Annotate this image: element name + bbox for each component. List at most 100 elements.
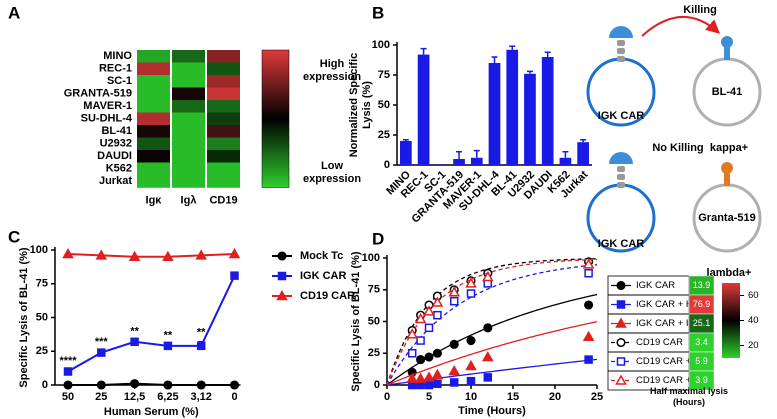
marker [584, 355, 593, 364]
y-axis-label: Specific Lysis of BL-41 (%) [18, 247, 30, 388]
panel-letter: C [8, 227, 20, 246]
marker [63, 367, 73, 376]
legend-label: IGK CAR + HS [636, 299, 699, 310]
series-line [67, 253, 235, 258]
bar [559, 157, 572, 165]
marker [406, 328, 418, 339]
marker [407, 349, 417, 358]
heatmap-cell [207, 112, 240, 126]
legend-label: CD19 CAR [636, 337, 683, 348]
marker [582, 330, 595, 341]
bar [506, 49, 519, 165]
marker [414, 312, 427, 324]
heatmap-cell [207, 50, 240, 63]
heatmap-cell [207, 87, 240, 101]
heatmap-cell [137, 125, 170, 138]
marker [433, 310, 442, 320]
y-tick-label: 50 [368, 315, 380, 327]
series-line [67, 275, 236, 373]
heatmap-cell [207, 137, 240, 151]
colorbar [261, 49, 290, 188]
marker [616, 300, 626, 309]
bar [524, 73, 536, 165]
heatmap-cell [207, 175, 240, 188]
y-tick-label: 50 [378, 99, 390, 111]
schematic-label: IGK CAR [598, 110, 645, 122]
schematic: Killing BL-41 IGK CAR kappa+ No Killing … [586, 4, 762, 279]
table-value: 5.9 [695, 356, 708, 366]
y-tick-label: 25 [368, 347, 380, 359]
y-tick-label: 100 [362, 252, 380, 264]
x-tick-label: 12,5 [124, 391, 145, 403]
marker [483, 323, 493, 333]
x-tick-label: 15 [507, 391, 519, 403]
schematic-label: lambda+ [707, 267, 752, 279]
error-bar [562, 151, 569, 158]
bar [541, 57, 554, 165]
table-cell [688, 370, 715, 391]
colorbar-label: High expression [302, 58, 362, 83]
error-bar [473, 149, 480, 158]
marker [424, 352, 434, 362]
x-axis-label: Time (Hours) [458, 405, 526, 417]
y-tick-label: 0 [42, 379, 48, 391]
annotation: ** [164, 329, 173, 341]
heatmap-cell [172, 50, 205, 63]
error-bar [526, 70, 533, 74]
x-tick-label: 25 [95, 391, 107, 403]
error-bar [491, 56, 498, 63]
marker [414, 372, 427, 383]
error-bar [580, 139, 587, 143]
y-tick-label: 50 [36, 311, 48, 323]
marker [196, 341, 206, 351]
marker [465, 277, 477, 288]
row-label: Jurkat [99, 175, 132, 187]
fit-curve [386, 258, 598, 386]
marker [196, 380, 206, 390]
marker [432, 348, 442, 358]
marker [465, 359, 477, 371]
colorbar-tick-label: 60 [748, 290, 759, 301]
marker [276, 289, 288, 301]
marker [615, 374, 627, 385]
marker [229, 380, 240, 390]
x-tick-label: 0 [384, 391, 390, 403]
schematic-label: IGK CAR [598, 238, 645, 250]
heatmap-cell [137, 75, 170, 88]
legend-label: IGK CAR [636, 280, 675, 291]
schematic-label: BL-41 [712, 86, 743, 98]
x-axis-label: Human Serum (%) [104, 406, 199, 418]
annotation: ** [130, 325, 139, 337]
heatmap-cell [137, 100, 170, 113]
marker [448, 286, 460, 297]
legend-label: Mock Tc [300, 250, 343, 262]
heatmap-cell [137, 62, 170, 76]
panel-letter: B [372, 3, 384, 22]
x-tick-label: 3,12 [190, 391, 211, 403]
marker [449, 378, 459, 387]
marker [62, 248, 74, 259]
colorbar-tick-label: 20 [748, 340, 759, 351]
marker [423, 305, 435, 316]
marker [96, 380, 106, 390]
heatmap-cell [137, 162, 170, 176]
marker [448, 365, 460, 376]
heatmap-cell [207, 75, 240, 88]
y-tick-label: 75 [378, 69, 390, 81]
x-tick-label: 5 [426, 391, 432, 403]
schematic-label: kappa+ [710, 142, 748, 154]
error-bar [402, 139, 409, 141]
table-value: 76.9 [693, 299, 711, 309]
heatmap-cell [172, 62, 205, 76]
y-axis-label: Normalized Specific Lysis (%) [348, 52, 373, 158]
series-line [68, 382, 235, 386]
heatmap-cell [137, 150, 170, 163]
heatmap-cell [172, 100, 205, 113]
table-value: 13.9 [693, 280, 711, 290]
y-tick-label: 25 [36, 345, 48, 357]
row-label: MAVER-1 [83, 100, 132, 112]
legend-label: CD19 CAR + HS [636, 356, 707, 367]
marker [163, 341, 173, 351]
heatmap-cell [137, 50, 170, 63]
heatmap-cell [172, 87, 205, 101]
